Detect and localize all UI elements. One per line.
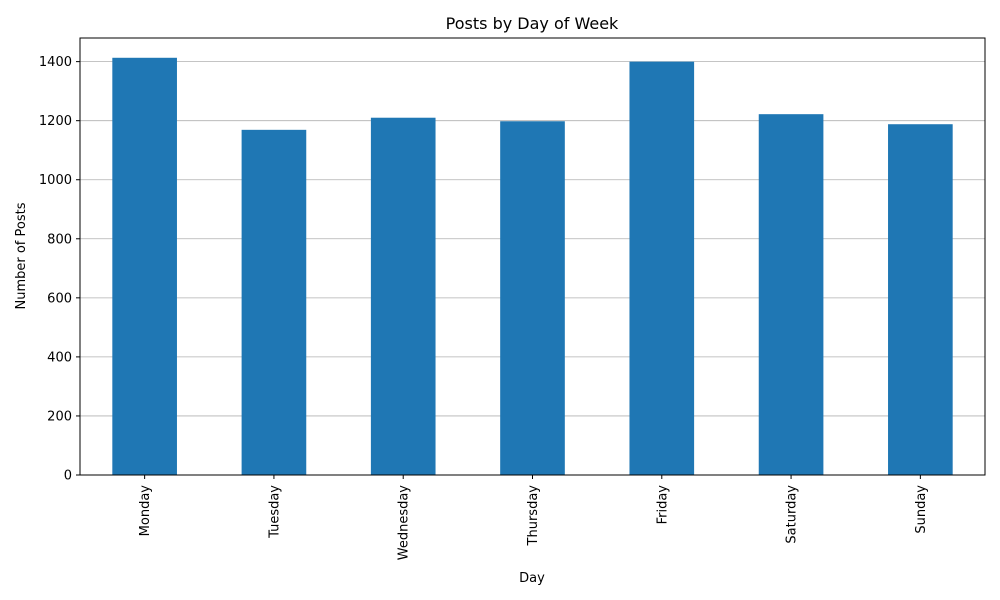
bar-saturday — [758, 114, 824, 475]
x-tick-label: Friday — [655, 485, 670, 525]
chart-title: Posts by Day of Week — [446, 14, 619, 33]
y-tick-label: 1000 — [39, 173, 72, 188]
y-axis-label: Number of Posts — [14, 202, 29, 309]
x-tick-label: Wednesday — [397, 485, 412, 561]
x-tick-label: Thursday — [526, 485, 541, 547]
y-ticks: 0 200 400 600 800 1000 1200 1400 — [39, 55, 80, 484]
y-tick-label: 800 — [47, 232, 72, 247]
bar-thursday — [500, 121, 565, 476]
bar-friday — [629, 61, 695, 476]
x-axis-label: Day — [519, 571, 545, 586]
x-tick-label: Monday — [138, 485, 153, 537]
x-ticks: Monday Tuesday Wednesday Thursday Friday Satu… — [138, 475, 929, 560]
y-tick-label: 0 — [64, 469, 72, 484]
x-tick-label: Sunday — [914, 485, 929, 534]
y-tick-label: 1200 — [39, 114, 72, 129]
y-tick-label: 200 — [47, 409, 72, 424]
y-tick-label: 1400 — [39, 55, 72, 70]
bar-wednesday — [370, 117, 436, 476]
bar-monday — [112, 57, 177, 475]
x-tick-label: Saturday — [785, 485, 800, 544]
bars — [112, 57, 953, 476]
bar-tuesday — [241, 129, 307, 476]
y-tick-label: 600 — [47, 291, 72, 306]
x-tick-label: Tuesday — [267, 485, 282, 539]
y-tick-label: 400 — [47, 350, 72, 365]
bar-sunday — [888, 124, 953, 475]
